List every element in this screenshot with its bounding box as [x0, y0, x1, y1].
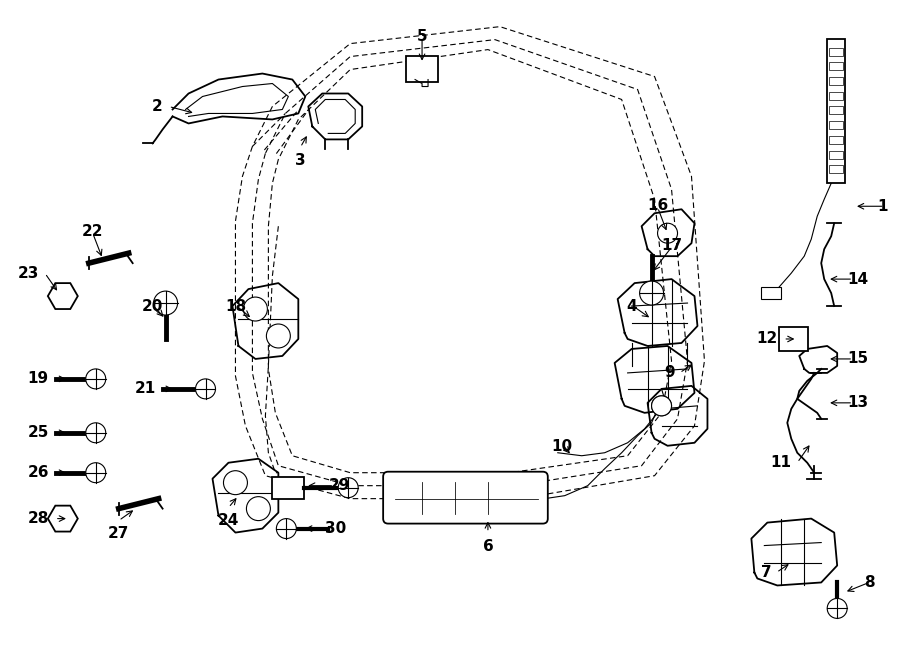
Text: 12: 12: [756, 331, 778, 346]
Text: 28: 28: [28, 511, 49, 526]
Circle shape: [86, 463, 105, 483]
Circle shape: [640, 281, 663, 305]
FancyBboxPatch shape: [406, 56, 438, 81]
FancyBboxPatch shape: [273, 477, 304, 498]
Text: 11: 11: [770, 455, 791, 470]
Text: 26: 26: [27, 465, 49, 480]
Text: 25: 25: [28, 425, 49, 440]
Text: 14: 14: [847, 272, 868, 287]
Text: 22: 22: [82, 224, 104, 239]
FancyBboxPatch shape: [829, 165, 843, 173]
Circle shape: [223, 471, 248, 494]
Text: 13: 13: [847, 395, 868, 410]
FancyBboxPatch shape: [829, 151, 843, 159]
Text: 6: 6: [482, 539, 493, 553]
FancyBboxPatch shape: [779, 327, 808, 351]
Circle shape: [827, 598, 847, 619]
FancyBboxPatch shape: [829, 48, 843, 56]
Text: 29: 29: [328, 478, 349, 493]
Text: 23: 23: [17, 266, 39, 281]
Text: 20: 20: [142, 299, 163, 314]
Text: 10: 10: [551, 439, 572, 453]
FancyBboxPatch shape: [829, 106, 843, 114]
Circle shape: [86, 369, 105, 389]
Text: 15: 15: [847, 352, 868, 366]
Circle shape: [247, 496, 270, 521]
Circle shape: [243, 297, 267, 321]
Text: 24: 24: [218, 513, 239, 527]
FancyBboxPatch shape: [829, 121, 843, 129]
Circle shape: [652, 396, 671, 416]
FancyBboxPatch shape: [827, 38, 845, 183]
Text: 30: 30: [325, 521, 346, 536]
FancyBboxPatch shape: [761, 287, 781, 299]
FancyBboxPatch shape: [829, 92, 843, 100]
Circle shape: [86, 423, 105, 443]
Text: 4: 4: [626, 299, 637, 314]
Circle shape: [658, 223, 678, 243]
Text: 18: 18: [225, 299, 246, 314]
FancyBboxPatch shape: [829, 136, 843, 144]
Text: 8: 8: [864, 575, 875, 590]
FancyBboxPatch shape: [829, 62, 843, 70]
Text: 2: 2: [152, 99, 163, 114]
Text: 27: 27: [108, 525, 130, 541]
Circle shape: [154, 291, 177, 315]
FancyBboxPatch shape: [829, 77, 843, 85]
Text: 7: 7: [760, 565, 771, 580]
Text: 9: 9: [664, 366, 674, 381]
Text: 17: 17: [661, 238, 682, 253]
Text: 3: 3: [295, 153, 306, 169]
Text: 1: 1: [878, 199, 887, 214]
Circle shape: [195, 379, 215, 399]
Text: 5: 5: [417, 28, 428, 44]
Text: 21: 21: [134, 381, 156, 397]
Circle shape: [652, 396, 671, 416]
Text: 16: 16: [647, 198, 668, 214]
Text: 19: 19: [28, 371, 49, 387]
FancyBboxPatch shape: [383, 472, 548, 524]
Circle shape: [276, 519, 296, 539]
Circle shape: [266, 324, 291, 348]
Circle shape: [338, 478, 358, 498]
